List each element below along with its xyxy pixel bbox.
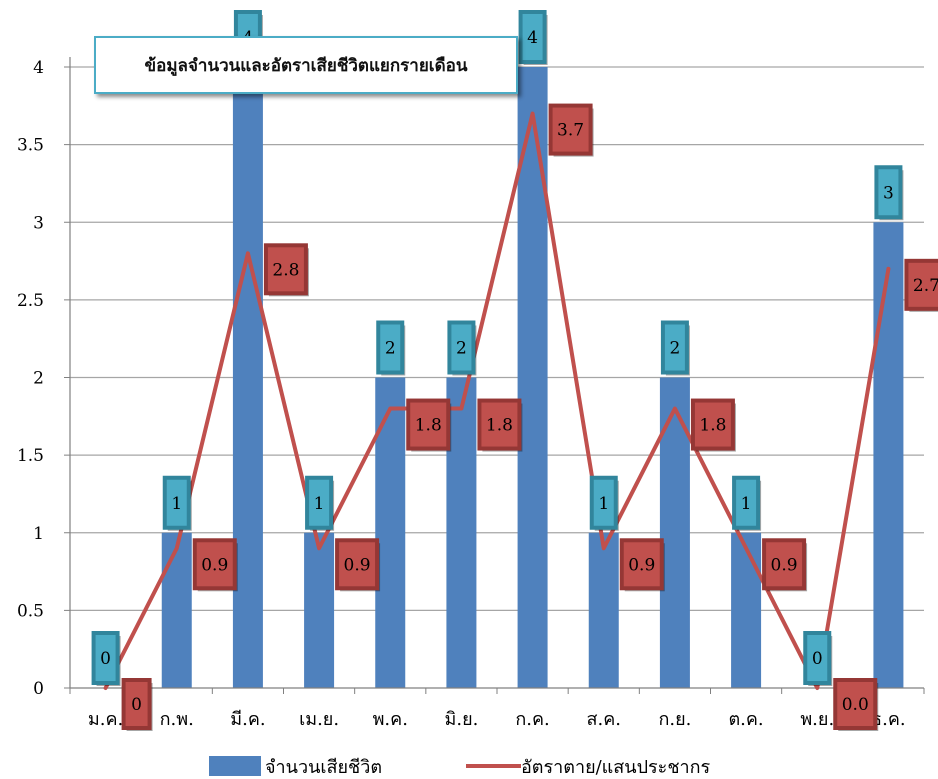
axes xyxy=(69,57,924,689)
bar-label-box xyxy=(91,631,120,685)
y-tick-label: 1 xyxy=(33,524,44,544)
bar-label-box xyxy=(589,475,618,530)
line-label-box xyxy=(406,398,451,451)
bar xyxy=(232,67,263,688)
bar-data-label: 3 xyxy=(883,183,894,203)
bar xyxy=(873,222,904,688)
x-tick-label: ก.พ. xyxy=(160,709,194,730)
bar-label-box xyxy=(162,475,191,530)
bar-data-label: 1 xyxy=(741,494,752,514)
line-data-label: 1.8 xyxy=(415,416,442,436)
y-tick-label: 2.5 xyxy=(17,291,44,311)
line-label-box xyxy=(762,538,807,591)
bar xyxy=(731,532,762,688)
legend-bar-swatch xyxy=(209,756,261,776)
y-tick-label: 3 xyxy=(33,213,44,233)
x-tick-label: ก.ค. xyxy=(515,709,549,730)
line-label-box xyxy=(335,538,380,591)
line-data-label: 0.0 xyxy=(842,695,869,715)
x-tick-label: ส.ค. xyxy=(587,709,621,730)
bar xyxy=(304,532,335,688)
x-tick-label: พ.ย. xyxy=(800,709,834,730)
legend-line-label: อัตราตาย/แสนประชากร xyxy=(521,757,711,778)
line-label-box xyxy=(477,398,522,451)
bar-data-label: 4 xyxy=(527,28,538,48)
line-label-box xyxy=(121,678,152,730)
line-data-label: 0.9 xyxy=(344,555,371,575)
bar xyxy=(446,377,477,688)
bar-data-label: 1 xyxy=(171,494,182,514)
bar-data-label: 2 xyxy=(385,339,396,359)
line-label-box xyxy=(548,103,593,156)
x-tick-label: ม.ค. xyxy=(88,709,123,730)
bar-label-box xyxy=(660,320,689,375)
bar-series xyxy=(161,67,904,688)
line-data-labels: 0 0.9 2.8 0.9 1.8 1.8 3.7 0.9 1.8 0.9 0.0 2.7 xyxy=(121,103,938,731)
bar-data-label: 1 xyxy=(598,494,609,514)
line-data-label: 0.9 xyxy=(771,555,798,575)
y-tick-label: 0.5 xyxy=(17,601,44,621)
x-tick-label: มี.ค. xyxy=(230,709,265,730)
x-tick-label: ก.ย. xyxy=(658,709,691,730)
x-tick-label: พ.ค. xyxy=(373,709,408,730)
bar xyxy=(588,532,619,688)
legend: จำนวนเสียชีวิต อัตราตาย/แสนประชากร xyxy=(209,756,711,778)
line-data-label: 0 xyxy=(131,695,142,715)
line-label-box xyxy=(833,678,878,730)
x-axis-ticks: ม.ค. ก.พ. มี.ค. เม.ย. พ.ค. มิ.ย. ก.ค. ส.ค. ก.ย. ต… xyxy=(69,688,925,730)
legend-bar-label: จำนวนเสียชีวิต xyxy=(265,757,382,778)
bar-data-label: 0 xyxy=(100,649,111,669)
line-data-label: 2.7 xyxy=(913,276,938,296)
line-data-label: 0.9 xyxy=(201,555,228,575)
bar-data-label: 2 xyxy=(670,339,681,359)
line-data-label: 2.8 xyxy=(272,260,299,280)
bar-data-label: 1 xyxy=(314,494,325,514)
bar-label-box xyxy=(376,320,405,375)
x-tick-label: มิ.ย. xyxy=(444,709,478,730)
y-tick-label: 4 xyxy=(33,58,44,78)
bar-data-label: 2 xyxy=(456,339,467,359)
bar xyxy=(161,532,192,688)
bar-data-label: 0 xyxy=(812,649,823,669)
x-tick-label: ต.ค. xyxy=(728,709,763,730)
line-label-box xyxy=(619,538,664,591)
bar-label-box xyxy=(305,475,334,530)
line-data-label: 1.8 xyxy=(699,416,726,436)
bar-label-box xyxy=(518,10,547,64)
y-axis-ticks: 0 0.5 1 1.5 2 2.5 3 3.5 4 xyxy=(17,58,70,699)
y-tick-label: 2 xyxy=(33,369,44,389)
y-tick-label: 0 xyxy=(33,679,44,699)
line-label-box xyxy=(263,243,308,296)
bar xyxy=(659,377,690,688)
bar-label-box xyxy=(874,165,903,220)
y-tick-label: 3.5 xyxy=(17,136,44,156)
line-data-label: 3.7 xyxy=(557,121,584,141)
chart-title: ข้อมูลจำนวนและอัตราเสียชีวิตแยกรายเดือน xyxy=(94,36,518,94)
line-label-box xyxy=(904,258,938,311)
grid-lines xyxy=(70,66,924,611)
line-data-label: 0.9 xyxy=(628,555,655,575)
y-tick-label: 1.5 xyxy=(17,446,44,466)
x-tick-label: เม.ย. xyxy=(299,709,339,730)
line-series xyxy=(103,111,891,690)
bar-label-box xyxy=(732,475,761,530)
x-tick-label: ธ.ค. xyxy=(871,709,905,730)
line-data-label: 1.8 xyxy=(486,416,513,436)
bar xyxy=(375,377,406,688)
line-path xyxy=(103,111,891,690)
bar-label-box xyxy=(803,631,832,685)
bar-label-box xyxy=(447,320,476,375)
line-label-box xyxy=(192,538,237,591)
line-label-box xyxy=(690,398,735,451)
